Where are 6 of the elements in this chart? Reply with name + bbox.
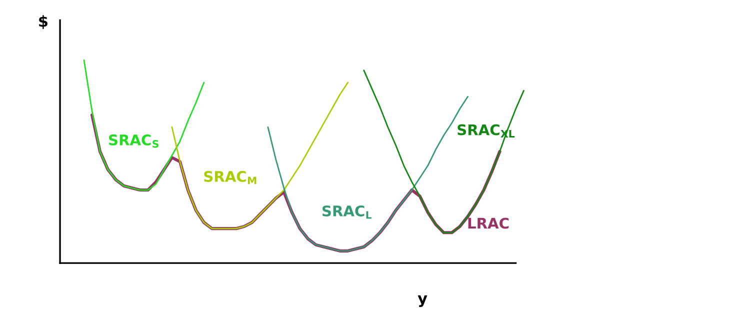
y-axis-title: $ xyxy=(39,15,48,29)
series-label: SRAC$_{M}$ xyxy=(204,170,256,184)
series-label: LRAC xyxy=(468,218,509,229)
series-label: SRAC$_{L}$ xyxy=(322,205,372,219)
series-label: SRAC$_{S}$ xyxy=(109,134,158,148)
x-axis-title: y xyxy=(418,295,428,308)
